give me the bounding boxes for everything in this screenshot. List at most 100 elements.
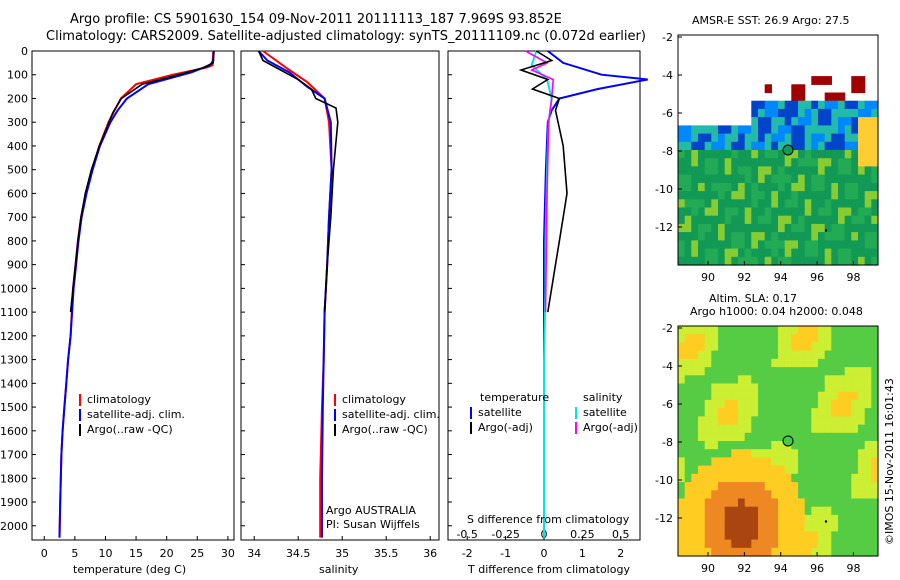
- sla-map-cell: [718, 350, 726, 360]
- sla-map-cell: [731, 514, 739, 524]
- sla-map-cell: [784, 514, 792, 524]
- sst-map-cell: [691, 158, 699, 168]
- sst-map-cell: [758, 166, 766, 176]
- series-argo: [69, 50, 215, 313]
- sla-map-cell: [818, 424, 826, 434]
- sst-map-cell: [811, 191, 819, 200]
- sla-map-cell: [724, 506, 732, 516]
- sst-map-cell: [684, 141, 692, 151]
- sla-map-cell: [691, 358, 699, 368]
- sla-map-cell: [684, 482, 692, 491]
- sla-map-cell: [818, 539, 826, 549]
- sst-map-cell: [791, 248, 799, 258]
- sst-map-cell: [751, 182, 759, 192]
- sla-map-cell: [818, 531, 826, 541]
- sla-map-cell: [731, 424, 739, 434]
- sla-map-cell: [711, 424, 719, 434]
- sla-map-cell: [724, 531, 732, 541]
- sst-map-cell: [744, 207, 752, 217]
- sst-map-cell: [744, 199, 752, 209]
- sst-map-cell: [871, 256, 879, 266]
- sst-map-cell: [764, 117, 772, 126]
- sla-map-cell: [864, 391, 872, 401]
- sst-map-cell: [824, 232, 832, 241]
- sst-map-cell: [858, 166, 866, 176]
- sla-map-cell: [738, 523, 746, 532]
- sla-map-cell: [824, 399, 832, 409]
- sst-map-cell: [724, 215, 732, 225]
- sla-map-cell: [724, 490, 732, 500]
- sst-map-cell: [698, 223, 706, 233]
- argo-location-marker: [782, 144, 794, 156]
- sst-map-cell: [704, 191, 712, 200]
- sla-map-cell: [724, 408, 732, 417]
- sla-map-cell: [804, 342, 812, 352]
- sla-map-cell: [718, 482, 726, 491]
- sst-map-cell: [778, 100, 786, 110]
- sst-map-cell: [831, 223, 839, 233]
- sla-map-cell: [871, 490, 879, 500]
- sst-map-cell: [844, 248, 852, 258]
- sla-map-cell: [824, 326, 832, 335]
- sst-map-cell: [684, 166, 692, 176]
- sla-map-cell: [704, 457, 712, 467]
- sst-map-cell: [724, 182, 732, 192]
- sla-map-cell: [778, 326, 786, 335]
- sst-map-cell: [751, 240, 759, 250]
- sla-map-cell: [764, 531, 772, 541]
- sst-map-cell: [811, 240, 819, 250]
- sla-map-cell: [718, 424, 726, 434]
- sla-map-cell: [684, 367, 692, 376]
- sst-map-cell: [818, 125, 826, 135]
- sla-map-cell: [771, 416, 779, 426]
- sst-map-cell: [711, 174, 719, 184]
- sla-map-cell: [838, 531, 846, 541]
- sla-map-cell: [718, 514, 726, 524]
- sst-map-cell: [838, 174, 846, 184]
- legend-item-climatology: climatology: [79, 392, 185, 407]
- sla-map-cell: [751, 490, 759, 500]
- sla-map-cell: [851, 514, 859, 524]
- sst-map-ytick-label: -8: [662, 145, 673, 158]
- sst-map-cell: [678, 191, 686, 200]
- sla-map-cell: [731, 531, 739, 541]
- sla-map-cell: [751, 424, 759, 434]
- sla-map-cell: [864, 490, 872, 500]
- sla-map-cell: [711, 334, 719, 344]
- sst-map-cell: [764, 174, 772, 184]
- sla-map-cell: [744, 531, 752, 541]
- salinity-xlabel: salinity: [319, 563, 359, 576]
- sst-map-cell: [858, 232, 866, 241]
- sla-map-cell: [764, 498, 772, 508]
- sla-map-cell: [838, 547, 846, 557]
- sst-map-frame: [677, 34, 879, 266]
- temperature-x-tick-label: 20: [160, 547, 174, 560]
- sla-map-cell: [871, 367, 879, 376]
- sst-map-cell: [711, 150, 719, 159]
- sst-map-cell: [871, 108, 879, 118]
- depth-tick-label: 400: [7, 140, 28, 153]
- sla-map-cell: [764, 482, 772, 491]
- sst-map-cell: [784, 166, 792, 176]
- sla-map-cell: [718, 531, 726, 541]
- sst-map-cell: [838, 248, 846, 258]
- sst-map-cell: [738, 166, 746, 176]
- sla-map-cell: [811, 514, 819, 524]
- sla-map-cell: [731, 482, 739, 491]
- sla-map-cell: [758, 531, 766, 541]
- sla-map-cell: [684, 408, 692, 417]
- sla-map-cell: [844, 498, 852, 508]
- sla-map-cell: [744, 539, 752, 549]
- sla-map-cell: [778, 441, 786, 450]
- sst-map-cell: [851, 100, 859, 110]
- sla-map-cell: [864, 539, 872, 549]
- sst-map-cell: [758, 256, 766, 266]
- sst-map-cell: [778, 125, 786, 135]
- sla-map-cell: [791, 326, 799, 335]
- sla-map-cell: [824, 358, 832, 368]
- sla-map-cell: [831, 506, 839, 516]
- sst-map-cell: [844, 199, 852, 209]
- sla-map-cell: [791, 432, 799, 442]
- sst-map-cell: [811, 100, 819, 110]
